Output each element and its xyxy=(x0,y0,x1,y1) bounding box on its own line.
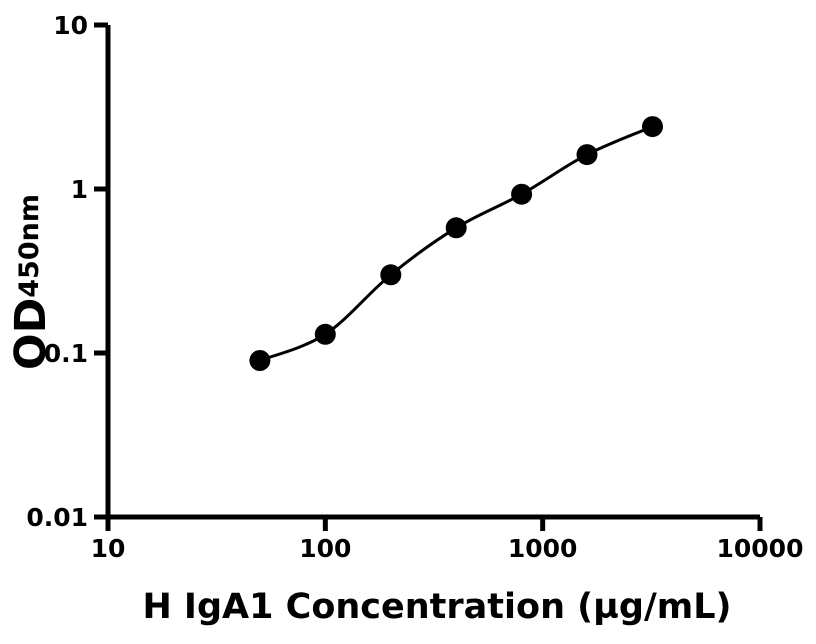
y-tick-label: 0.01 xyxy=(26,503,88,532)
y-axis-title-main: OD xyxy=(6,298,56,370)
axes xyxy=(94,22,763,531)
data-point xyxy=(380,264,402,286)
y-tick-label: 1 xyxy=(71,175,88,204)
y-tick-labels: 0.01 0.1 1 10 xyxy=(26,11,88,532)
y-axis-title: OD450nm xyxy=(6,194,56,370)
y-axis-title-subscript: 450nm xyxy=(14,194,45,298)
data-point xyxy=(642,116,663,138)
data-point xyxy=(314,323,336,345)
data-point xyxy=(576,144,598,166)
y-tick-label: 10 xyxy=(53,11,88,40)
x-tick-label: 10 xyxy=(91,534,126,563)
data-point xyxy=(249,350,271,371)
y-tick-label: 0.1 xyxy=(44,339,88,368)
x-tick-label: 1000 xyxy=(508,534,578,563)
x-tick-label: 10000 xyxy=(717,534,804,563)
x-tick-labels: 10 100 1000 10000 xyxy=(91,534,804,563)
data-point xyxy=(445,217,467,239)
data-point xyxy=(511,183,533,205)
x-axis-title: H IgA1 Concentration (µg/mL) xyxy=(142,587,731,627)
axis-spine xyxy=(105,25,760,520)
data-points xyxy=(249,116,663,371)
x-tick-label: 100 xyxy=(299,534,351,563)
